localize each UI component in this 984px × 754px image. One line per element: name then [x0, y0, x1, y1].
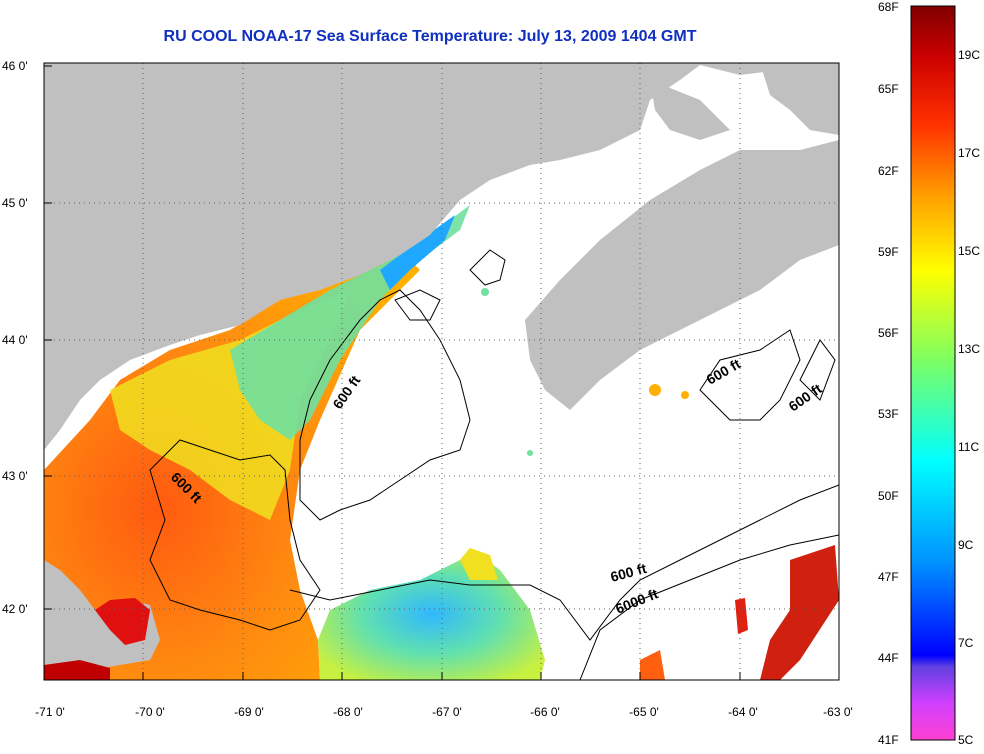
- colorbar-f-label: 68F: [878, 0, 899, 14]
- lat-tick-label: 46 0': [2, 59, 28, 73]
- colorbar-f-label: 59F: [878, 245, 899, 259]
- lat-tick-label: 44 0': [2, 333, 28, 347]
- plot-area: 600 ft 600 ft 600 ft 600 ft 600 ft 6000 …: [44, 63, 839, 680]
- colorbar-c-label: 9C: [958, 538, 974, 552]
- lon-tick-label: -67 0': [432, 705, 462, 719]
- colorbar-c-label: 11C: [958, 440, 979, 454]
- lon-tick-label: -69 0': [234, 705, 264, 719]
- colorbar-c-label: 5C: [958, 733, 974, 747]
- lon-tick-label: -71 0': [35, 705, 65, 719]
- land-maine-nb: [44, 63, 839, 450]
- colorbar-c-label: 7C: [958, 636, 974, 650]
- lat-tick-label: 43 0': [2, 469, 28, 483]
- colorbar-f-label: 47F: [878, 570, 899, 584]
- land-cape-breton: [760, 63, 839, 135]
- lon-tick-label: -66 0': [530, 705, 560, 719]
- depth-contours: [149, 249, 839, 680]
- lat-tick-label: 42 0': [2, 602, 28, 616]
- colorbar-c-label: 17C: [958, 146, 980, 160]
- colorbar-f-label: 53F: [878, 407, 899, 421]
- colorbar-f-label: 65F: [878, 82, 899, 96]
- colorbar-f-label: 50F: [878, 489, 899, 503]
- land-north-shore: [650, 80, 730, 140]
- sst-georges-yellow: [460, 548, 498, 580]
- sst-warm-patch-s: [640, 650, 665, 680]
- sst-warm-patch-se: [760, 545, 839, 680]
- colorbar: [910, 5, 956, 741]
- lon-tick-label: -64 0': [728, 705, 758, 719]
- land-south-red: [44, 660, 110, 680]
- colorbar-f-label: 62F: [878, 164, 899, 178]
- lon-tick-label: -63 0': [823, 705, 853, 719]
- sst-georges-patch: [318, 548, 545, 680]
- colorbar-c-label: 19C: [958, 48, 980, 62]
- lon-tick-label: -68 0': [333, 705, 363, 719]
- land-massachusetts: [44, 560, 160, 680]
- land-nova-scotia: [525, 140, 839, 410]
- map-title: RU COOL NOAA-17 Sea Surface Temperature:…: [163, 28, 697, 45]
- sst-warm-patch-scatter: [735, 598, 748, 634]
- colorbar-c-label: 13C: [958, 342, 980, 356]
- colorbar-f-label: 56F: [878, 326, 899, 340]
- lon-tick-label: -65 0': [629, 705, 659, 719]
- tick-marks: [43, 65, 840, 680]
- land-cape-cod-red: [95, 598, 150, 645]
- colorbar-c-label: 15C: [958, 244, 980, 258]
- lat-tick-label: 45 0': [2, 196, 28, 210]
- sst-cold-core: [380, 215, 455, 290]
- colorbar-f-label: 44F: [878, 651, 899, 665]
- colorbar-f-label: 41F: [878, 733, 899, 747]
- lon-tick-label: -70 0': [135, 705, 165, 719]
